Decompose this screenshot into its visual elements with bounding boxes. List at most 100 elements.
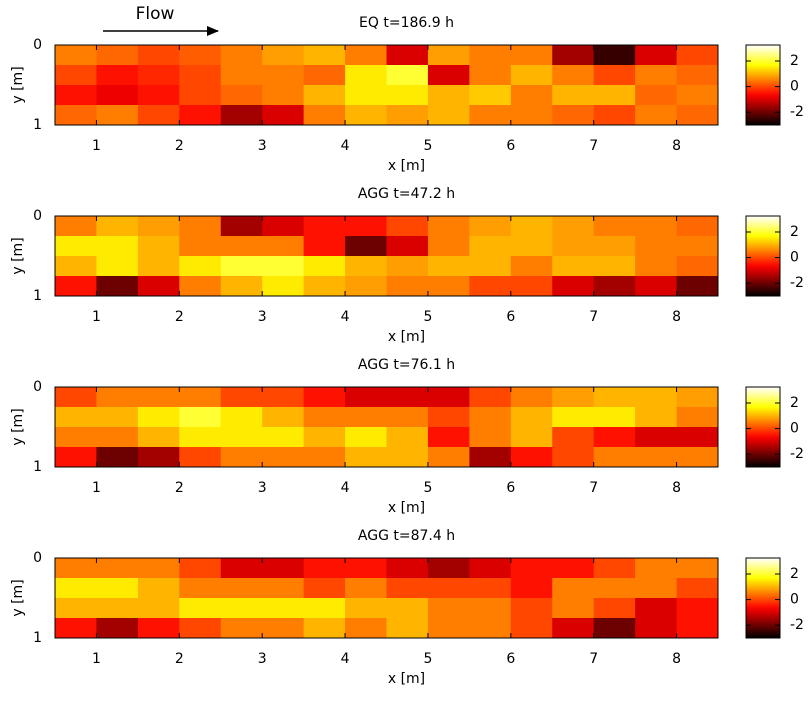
heatmap-cell [345,387,387,408]
heatmap-cell [96,447,139,468]
colorbar [745,215,781,297]
heatmap-cell [427,618,470,639]
heatmap-cell [137,407,180,428]
heatmap-cell [55,105,97,126]
heatmap-cell [552,427,595,448]
heatmap-cell [510,447,553,468]
heatmap-cell [55,256,97,277]
heatmap-cell [179,276,222,297]
heatmap-cell [593,598,636,619]
heatmap-cell [386,558,429,579]
heatmap-cell [345,216,387,237]
y-axis-label: y [m] [10,579,26,616]
heatmap-cell [179,65,222,86]
x-tick-label: 5 [423,480,432,496]
heatmap-cell [510,598,553,619]
heatmap-cell [179,216,222,237]
heatmap-panel [55,45,719,126]
x-tick-label: 3 [258,480,267,496]
heatmap-cell [179,578,222,599]
heatmap-cell [220,216,263,237]
heatmap-cell [137,256,180,277]
x-tick-label: 4 [341,309,350,325]
plot-frame [54,557,719,639]
heatmap-cell [552,447,595,468]
colorbar-tick-label: -2 [790,104,804,120]
x-tick-label: 6 [506,309,515,325]
x-tick-label: 1 [92,651,101,667]
heatmap-cell [635,447,678,468]
heatmap-cell [220,427,263,448]
heatmap-cell [262,85,305,106]
heatmap-cell [676,447,719,468]
heatmap-cell [676,407,719,428]
heatmap-cell [635,618,678,639]
heatmap-cell [676,578,719,599]
heatmap-cell [635,85,678,106]
heatmap-cell [220,236,263,257]
heatmap-cell [220,447,263,468]
heatmap-cell [593,558,636,579]
heatmap-cell [593,618,636,639]
heatmap-cell [262,598,305,619]
heatmap-cell [303,618,346,639]
heatmap-cell [220,256,263,277]
heatmap-cell [635,598,678,619]
heatmap-cell [427,236,470,257]
heatmap-cell [137,558,180,579]
heatmap-cell [593,65,636,86]
heatmap-cell [427,598,470,619]
heatmap-cell [427,65,470,86]
heatmap-cell [676,618,719,639]
heatmap-cell [469,236,512,257]
heatmap-cell [593,387,636,408]
heatmap-cell [345,618,387,639]
heatmap-cell [303,85,346,106]
heatmap-cell [345,65,387,86]
heatmap-cell [469,387,512,408]
heatmap-cell [137,447,180,468]
x-tick-label: 5 [423,138,432,154]
heatmap-cell [303,598,346,619]
heatmap-cell [635,65,678,86]
heatmap-cell [469,216,512,237]
heatmap-cell [137,45,180,66]
y-axis-label: y [m] [10,237,26,274]
heatmap-cell [179,618,222,639]
heatmap-cell [552,558,595,579]
x-tick-label: 4 [341,480,350,496]
heatmap-cell [635,578,678,599]
heatmap-cell [179,236,222,257]
heatmap-cell [262,447,305,468]
heatmap-cell [510,407,553,428]
heatmap-cell [552,45,595,66]
heatmap-cell [96,598,139,619]
heatmap-cell [137,236,180,257]
y-tick-label: 0 [33,37,42,53]
heatmap-cell [55,236,97,257]
heatmap-cell [220,65,263,86]
heatmap-cell [55,407,97,428]
heatmap-cell [55,65,97,86]
x-tick-label: 7 [589,480,598,496]
heatmap-cell [55,85,97,106]
heatmap-cell [137,85,180,106]
x-tick-label: 1 [92,480,101,496]
heatmap-cell [386,578,429,599]
heatmap-cell [96,407,139,428]
heatmap-cell [303,558,346,579]
heatmap-cell [593,45,636,66]
x-tick-label: 8 [672,480,681,496]
heatmap-cell [552,85,595,106]
heatmap-cell [303,447,346,468]
x-tick-label: 7 [589,651,598,667]
heatmap-cell [220,45,263,66]
heatmap-cell [303,105,346,126]
heatmap-cell [552,578,595,599]
heatmap-cell [469,598,512,619]
heatmap-cell [427,85,470,106]
heatmap-cell [55,447,97,468]
heatmap-cell [262,276,305,297]
x-tick-label: 4 [341,651,350,667]
heatmap-cell [593,447,636,468]
